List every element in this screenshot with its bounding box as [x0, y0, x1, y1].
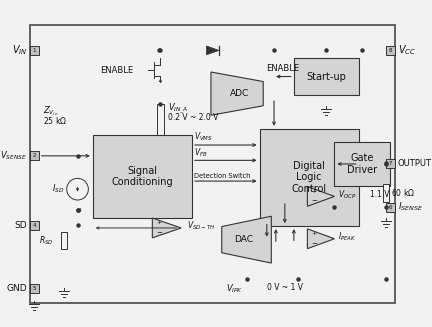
Text: $R_{SD}$: $R_{SD}$: [38, 234, 53, 247]
Text: 0.2 V ~ 2.0 V: 0.2 V ~ 2.0 V: [168, 113, 218, 123]
Bar: [386, 203, 395, 212]
Text: +: +: [156, 220, 161, 226]
Text: Detection Switch: Detection Switch: [194, 173, 250, 179]
Text: $I_{SENSE}$: $I_{SENSE}$: [397, 201, 423, 214]
Text: Gate
Driver: Gate Driver: [347, 153, 378, 175]
Text: Signal
Conditioning: Signal Conditioning: [111, 166, 173, 187]
Text: DAC: DAC: [235, 235, 254, 244]
Text: $I_{SD}$: $I_{SD}$: [51, 183, 64, 196]
Bar: [334, 142, 390, 186]
Text: SD: SD: [14, 221, 27, 230]
Text: $V_{CC}$: $V_{CC}$: [397, 43, 416, 57]
Text: ENABLE: ENABLE: [267, 64, 300, 73]
Text: −: −: [156, 230, 162, 236]
Text: $V_{IN}$: $V_{IN}$: [12, 43, 27, 57]
Text: 5: 5: [32, 286, 36, 291]
Bar: [386, 46, 395, 55]
Bar: [386, 159, 395, 167]
Bar: [294, 58, 359, 95]
Text: +: +: [311, 189, 316, 194]
Text: Start-up: Start-up: [306, 72, 346, 81]
Text: −: −: [311, 241, 317, 247]
Text: 25 k$\Omega$: 25 k$\Omega$: [43, 115, 67, 126]
Text: OUTPUT: OUTPUT: [397, 159, 432, 167]
Text: $I_{PEAK}$: $I_{PEAK}$: [338, 231, 356, 243]
Text: −: −: [311, 198, 317, 204]
Polygon shape: [308, 229, 334, 249]
Bar: [61, 232, 67, 249]
Bar: [30, 284, 39, 293]
Text: $V_{OCP}$: $V_{OCP}$: [338, 188, 356, 201]
Text: ADC: ADC: [230, 89, 249, 98]
Polygon shape: [211, 72, 263, 115]
Text: $V_{IN\_A}$: $V_{IN\_A}$: [168, 102, 188, 116]
Circle shape: [67, 178, 89, 200]
Text: 4: 4: [32, 223, 36, 228]
Text: Digital
Logic
Control: Digital Logic Control: [292, 161, 327, 194]
Bar: [93, 135, 192, 218]
Text: 6: 6: [388, 205, 392, 210]
Text: $V_{SD-TH}$: $V_{SD-TH}$: [187, 220, 215, 232]
Text: 1.1 V: 1.1 V: [371, 190, 390, 199]
Text: 7: 7: [388, 161, 392, 165]
Text: $Z_{V_{in}}$: $Z_{V_{in}}$: [43, 105, 59, 118]
Bar: [383, 184, 389, 202]
Text: ENABLE: ENABLE: [100, 66, 133, 75]
Text: $V_{SENSE}$: $V_{SENSE}$: [0, 149, 27, 162]
Text: +: +: [311, 231, 316, 236]
Text: 0 V ~ 1 V: 0 V ~ 1 V: [267, 283, 303, 292]
Text: 1: 1: [32, 48, 36, 53]
Polygon shape: [152, 218, 181, 238]
Text: $V_{IPK}$: $V_{IPK}$: [226, 283, 244, 295]
Text: $V_{FB}$: $V_{FB}$: [194, 146, 207, 159]
Text: 60 k$\Omega$: 60 k$\Omega$: [391, 187, 415, 198]
Bar: [260, 129, 359, 226]
Bar: [30, 221, 39, 230]
Text: 2: 2: [32, 153, 36, 158]
Text: $V_{VMS}$: $V_{VMS}$: [194, 131, 213, 143]
Text: GND: GND: [6, 284, 27, 293]
Text: 8: 8: [388, 48, 392, 53]
Bar: [30, 151, 39, 160]
Polygon shape: [206, 46, 219, 55]
Bar: [30, 46, 39, 55]
Polygon shape: [308, 186, 334, 206]
Bar: [157, 104, 164, 139]
Polygon shape: [222, 216, 271, 263]
